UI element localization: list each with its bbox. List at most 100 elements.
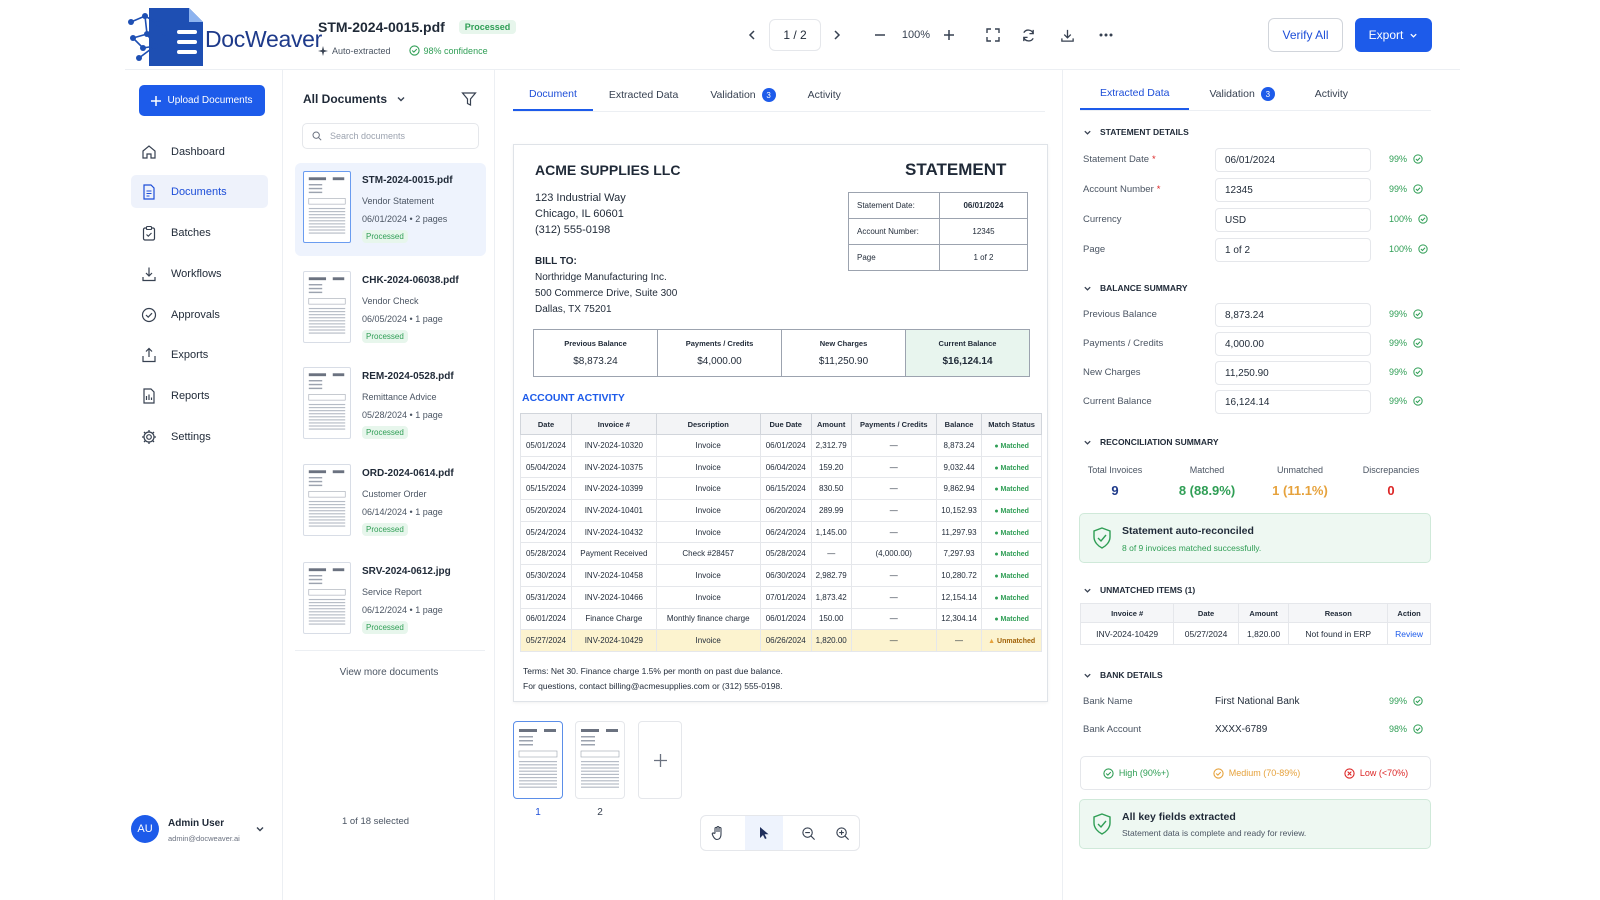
match-status: ● Matched [981, 607, 1042, 631]
sidebar-item-approvals[interactable]: Approvals [131, 298, 268, 331]
add-page-button[interactable] [638, 721, 682, 799]
chevron-down-icon [397, 97, 405, 102]
prev-page-button[interactable] [742, 25, 762, 45]
tab-extracted-data[interactable]: Extracted Data [1080, 78, 1190, 110]
document-card[interactable]: CHK-2024-06038.pdf Vendor Check 06/05/20… [295, 263, 486, 356]
fullscreen-button[interactable] [983, 25, 1003, 45]
download-button[interactable] [1057, 25, 1077, 45]
statement-details-header[interactable]: STATEMENT DETAILS [1083, 127, 1189, 137]
upload-documents-button[interactable]: Upload Documents [139, 85, 265, 116]
balance-summary-table: Previous Balance $8,873.24 Payments / Cre… [533, 329, 1030, 377]
hand-tool-icon[interactable] [710, 825, 726, 841]
tab-validation[interactable]: Validation 3 [694, 79, 791, 111]
document-list-panel: All Documents Search documents STM-2024-… [283, 70, 495, 900]
document-card[interactable]: STM-2024-0015.pdf Vendor Statement 06/01… [295, 163, 486, 256]
verify-all-button[interactable]: Verify All [1268, 18, 1343, 52]
balance-cell: Payments / Credits $4,000.00 [658, 330, 782, 376]
field-input[interactable]: 06/01/2024 [1215, 148, 1371, 172]
reconciliation-stat: Discrepancies 0 [1351, 465, 1431, 498]
table-cell: Invoice [655, 629, 761, 652]
document-card[interactable]: ORD-2024-0614.pdf Customer Order 06/14/2… [295, 456, 486, 549]
page-thumbnail[interactable] [575, 721, 625, 799]
sidebar-item-dashboard[interactable]: Dashboard [131, 135, 268, 168]
tab-document[interactable]: Document [513, 79, 593, 111]
table-cell: — [850, 477, 937, 501]
required-marker: * [1152, 154, 1156, 165]
field-input[interactable]: 16,124.14 [1215, 390, 1371, 414]
view-more-link[interactable]: View more documents [339, 667, 439, 678]
export-button[interactable]: Export [1355, 18, 1432, 52]
more-options-button[interactable] [1096, 25, 1116, 45]
user-menu[interactable]: AU Admin User admin@docweaver.ai [131, 815, 271, 847]
balance-summary-header[interactable]: BALANCE SUMMARY [1083, 283, 1188, 293]
column-header: Date [1173, 603, 1239, 623]
sidebar-item-reports[interactable]: Reports [131, 379, 268, 412]
confidence-value: 99% [1389, 396, 1408, 406]
table-cell: — [850, 434, 937, 457]
app-frame: DocWeaver STM-2024-0015.pdf Processed Au… [125, 0, 1460, 900]
review-link[interactable]: Review [1387, 622, 1431, 645]
check-circle-icon [141, 307, 157, 322]
page-thumbnail[interactable] [513, 721, 563, 799]
zoom-in-button[interactable] [939, 25, 959, 45]
tab-activity[interactable]: Activity [792, 79, 857, 111]
document-filter-dropdown[interactable]: All Documents [303, 92, 406, 106]
table-row: 05/24/2024 INV-2024-10432 Invoice 06/24/202… [520, 520, 1042, 544]
field-input[interactable]: USD [1215, 208, 1371, 232]
docweaver-logo[interactable]: DocWeaver [125, 2, 322, 68]
sidebar-item-workflows[interactable]: Workflows [131, 257, 268, 290]
tab-validation[interactable]: Validation 3 [1189, 78, 1294, 110]
document-thumbnail [303, 171, 351, 243]
field-input[interactable]: 12345 [1215, 178, 1371, 202]
field-input[interactable]: 11,250.90 [1215, 361, 1371, 385]
bank-account-value[interactable]: XXXX-6789 [1215, 724, 1268, 735]
zoom-out-button[interactable] [870, 25, 890, 45]
document-card[interactable]: REM-2024-0528.pdf Remittance Advice 05/2… [295, 359, 486, 452]
sidebar-item-documents[interactable]: Documents [131, 175, 268, 208]
stat-value: 9 [1111, 483, 1119, 498]
funnel-icon [461, 92, 477, 106]
zoom-out-icon[interactable] [801, 826, 816, 841]
extraction-label: Auto-extracted [332, 45, 391, 56]
search-input[interactable]: Search documents [302, 123, 479, 149]
table-cell: Monthly finance charge [655, 607, 761, 631]
refresh-button[interactable] [1018, 25, 1038, 45]
table-cell: 05/28/2024 [520, 542, 572, 566]
document-thumbnail [303, 562, 351, 634]
filter-button[interactable] [461, 91, 477, 110]
reconciliation-summary-header[interactable]: RECONCILIATION SUMMARY [1083, 437, 1219, 447]
sidebar-item-exports[interactable]: Exports [131, 338, 268, 371]
field-label: Page [1083, 244, 1105, 255]
table-cell: 05/27/2024 [1173, 622, 1239, 645]
column-header: Reason [1288, 603, 1389, 623]
field-input[interactable]: 4,000.00 [1215, 332, 1371, 356]
sidebar-item-settings[interactable]: Settings [131, 420, 268, 453]
match-status: ● Matched [981, 542, 1042, 566]
check-circle-icon [1413, 396, 1423, 406]
table-cell: 05/30/2024 [520, 564, 572, 587]
info-key: Page [848, 244, 940, 271]
field-input[interactable]: 1 of 2 [1215, 238, 1371, 262]
bank-name-value[interactable]: First National Bank [1215, 696, 1300, 707]
table-row: 05/28/2024 Payment Received Check #28457 05… [520, 542, 1042, 566]
table-cell: 06/30/2024 [759, 564, 812, 587]
match-status-label: Matched [1000, 529, 1029, 537]
bank-details-header[interactable]: BANK DETAILS [1083, 670, 1163, 680]
tab-activity[interactable]: Activity [1295, 78, 1368, 110]
page-indicator[interactable]: 1 / 2 [769, 19, 821, 51]
cursor-icon [759, 827, 769, 839]
next-page-button[interactable] [827, 25, 847, 45]
select-tool[interactable] [744, 816, 783, 850]
table-cell: INV-2024-10458 [571, 564, 657, 587]
field-input[interactable]: 8,873.24 [1215, 303, 1371, 327]
info-value: 12345 [939, 218, 1028, 245]
document-card[interactable]: SRV-2024-0612.jpg Service Report 06/12/2… [295, 554, 486, 647]
tab-extracted-data[interactable]: Extracted Data [593, 79, 694, 111]
unmatched-items-header[interactable]: UNMATCHED ITEMS (1) [1083, 585, 1195, 595]
sidebar-item-batches[interactable]: Batches [131, 216, 268, 249]
notice-title: All key fields extracted [1122, 811, 1236, 823]
check-circle-icon [1413, 309, 1423, 319]
zoom-in-icon[interactable] [835, 826, 850, 841]
info-value: 1 of 2 [939, 244, 1028, 271]
sidebar-item-label: Batches [171, 226, 211, 239]
